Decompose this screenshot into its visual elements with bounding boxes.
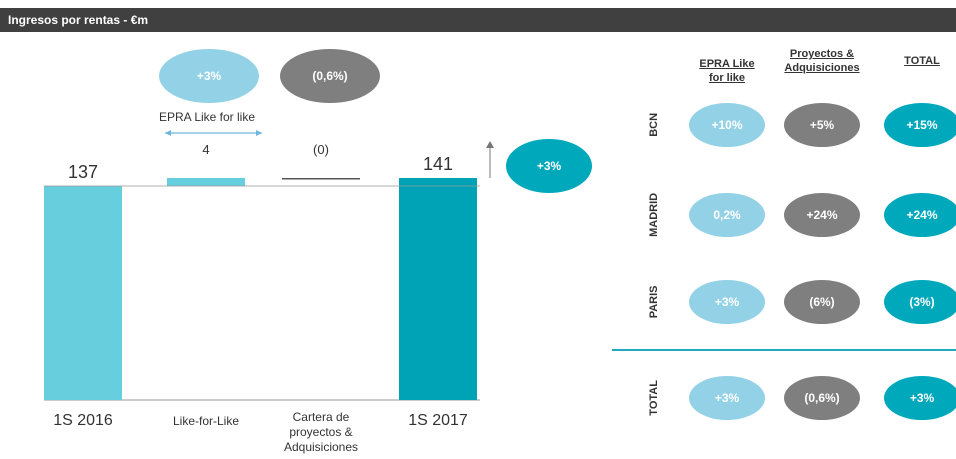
cell-badge [784, 103, 860, 147]
column-header: Proyectos & Adquisiciones [784, 48, 860, 74]
column-header: EPRA Like for like [699, 58, 755, 84]
value-label: 137 [67, 161, 99, 182]
cell-badge [884, 103, 956, 147]
badge-caption: EPRA Like for like [158, 109, 256, 124]
row-label: MADRID [648, 192, 661, 237]
cell-badge [784, 193, 860, 237]
up-arrow-head [486, 141, 494, 148]
badge-text: +3% [196, 68, 222, 83]
bar [282, 178, 360, 180]
badge [159, 49, 259, 103]
bar [44, 186, 122, 400]
column-header: TOTAL [904, 55, 940, 67]
total-badge-text: +3% [536, 158, 562, 173]
cell-badge [689, 103, 765, 147]
total-badge [506, 139, 592, 193]
row-label: TOTAL [648, 380, 661, 416]
cell-badge [884, 376, 956, 420]
x-tick-label: 1S 2017 [408, 412, 468, 429]
title-bar [0, 8, 956, 32]
x-tick-label: 1S 2016 [53, 412, 113, 429]
badge [280, 49, 380, 103]
cell-text: +3% [909, 390, 935, 405]
cell-text: 0,2% [713, 207, 741, 222]
value-label: 4 [202, 142, 210, 157]
cell-text: (6%) [809, 294, 835, 309]
badge-text: (0,6%) [312, 68, 348, 83]
cell-text: +3% [714, 294, 740, 309]
cell-text: +10% [711, 117, 743, 132]
cell-badge [884, 193, 956, 237]
bar [399, 178, 477, 400]
row-label: PARIS [648, 285, 661, 319]
cell-text: +3% [714, 390, 740, 405]
cell-text: +15% [906, 117, 938, 132]
x-tick-label: Like-for-Like [172, 413, 240, 428]
value-label: 141 [422, 153, 454, 174]
cell-text: (0,6%) [804, 390, 840, 405]
bar [167, 178, 245, 186]
x-tick-label: Cartera de proyectos & Adquisiciones [283, 409, 359, 454]
cell-badge [689, 376, 765, 420]
cell-text: (3%) [909, 294, 935, 309]
cell-badge [689, 193, 765, 237]
cell-badge [884, 280, 956, 324]
row-label: BCN [648, 112, 661, 137]
cell-badge [689, 280, 765, 324]
cell-badge [784, 376, 860, 420]
title: Ingresos por rentas - €m [8, 13, 149, 27]
cell-text: +24% [806, 207, 838, 222]
cell-badge [784, 280, 860, 324]
cell-text: +5% [809, 117, 835, 132]
cell-text: +24% [906, 207, 938, 222]
value-label: (0) [313, 142, 329, 157]
